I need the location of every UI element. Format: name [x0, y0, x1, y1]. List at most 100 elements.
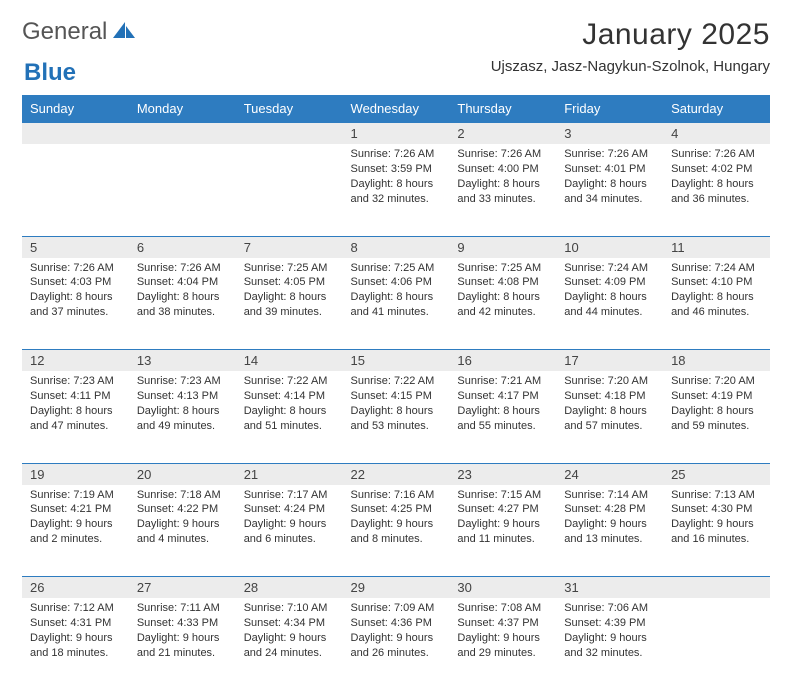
- day-number: 8: [343, 237, 450, 258]
- day-number-cell: 29: [343, 577, 450, 599]
- daylight-text-1: Daylight: 8 hours: [351, 404, 442, 419]
- daylight-text-2: and 26 minutes.: [351, 646, 442, 661]
- sunrise-text: Sunrise: 7:15 AM: [457, 488, 548, 503]
- daylight-text-1: Daylight: 9 hours: [137, 631, 228, 646]
- sunrise-text: Sunrise: 7:24 AM: [671, 261, 762, 276]
- day-number: 18: [663, 350, 770, 371]
- logo-text-general: General: [22, 18, 107, 46]
- week-daynum-row: 12131415161718: [22, 350, 770, 372]
- sunrise-text: Sunrise: 7:19 AM: [30, 488, 121, 503]
- day-details: Sunrise: 7:26 AMSunset: 3:59 PMDaylight:…: [343, 144, 450, 212]
- sunrise-text: Sunrise: 7:24 AM: [564, 261, 655, 276]
- sunset-text: Sunset: 4:14 PM: [244, 389, 335, 404]
- day-number: [22, 123, 129, 144]
- day-details: Sunrise: 7:21 AMSunset: 4:17 PMDaylight:…: [449, 371, 556, 439]
- day-details: Sunrise: 7:26 AMSunset: 4:04 PMDaylight:…: [129, 258, 236, 326]
- daylight-text-2: and 57 minutes.: [564, 419, 655, 434]
- day-number-cell: 23: [449, 463, 556, 485]
- day-details: Sunrise: 7:23 AMSunset: 4:13 PMDaylight:…: [129, 371, 236, 439]
- day-body-cell: [22, 144, 129, 236]
- sunrise-text: Sunrise: 7:20 AM: [564, 374, 655, 389]
- day-details: Sunrise: 7:20 AMSunset: 4:18 PMDaylight:…: [556, 371, 663, 439]
- day-details: [129, 144, 236, 153]
- sunset-text: Sunset: 4:25 PM: [351, 502, 442, 517]
- daylight-text-2: and 39 minutes.: [244, 305, 335, 320]
- daylight-text-1: Daylight: 8 hours: [564, 290, 655, 305]
- sunrise-text: Sunrise: 7:22 AM: [244, 374, 335, 389]
- daylight-text-2: and 13 minutes.: [564, 532, 655, 547]
- day-number-cell: 17: [556, 350, 663, 372]
- day-number: 31: [556, 577, 663, 598]
- sunrise-text: Sunrise: 7:25 AM: [244, 261, 335, 276]
- daylight-text-2: and 29 minutes.: [457, 646, 548, 661]
- day-number-cell: 25: [663, 463, 770, 485]
- day-body-cell: Sunrise: 7:26 AMSunset: 4:03 PMDaylight:…: [22, 258, 129, 350]
- day-number-cell: 4: [663, 123, 770, 145]
- daylight-text-1: Daylight: 8 hours: [30, 404, 121, 419]
- daylight-text-2: and 59 minutes.: [671, 419, 762, 434]
- sunset-text: Sunset: 4:17 PM: [457, 389, 548, 404]
- day-number-cell: 21: [236, 463, 343, 485]
- day-details: Sunrise: 7:16 AMSunset: 4:25 PMDaylight:…: [343, 485, 450, 553]
- week-body-row: Sunrise: 7:26 AMSunset: 4:03 PMDaylight:…: [22, 258, 770, 350]
- week-daynum-row: 1234: [22, 123, 770, 145]
- sunset-text: Sunset: 4:24 PM: [244, 502, 335, 517]
- day-details: [22, 144, 129, 153]
- day-number: 13: [129, 350, 236, 371]
- sunrise-text: Sunrise: 7:16 AM: [351, 488, 442, 503]
- day-number-cell: 24: [556, 463, 663, 485]
- day-body-cell: Sunrise: 7:26 AMSunset: 4:00 PMDaylight:…: [449, 144, 556, 236]
- sunrise-text: Sunrise: 7:23 AM: [30, 374, 121, 389]
- day-number-cell: [663, 577, 770, 599]
- weekday-header-row: Sunday Monday Tuesday Wednesday Thursday…: [22, 95, 770, 123]
- sunrise-text: Sunrise: 7:13 AM: [671, 488, 762, 503]
- daylight-text-2: and 8 minutes.: [351, 532, 442, 547]
- day-body-cell: Sunrise: 7:21 AMSunset: 4:17 PMDaylight:…: [449, 371, 556, 463]
- sunrise-text: Sunrise: 7:11 AM: [137, 601, 228, 616]
- day-number-cell: 2: [449, 123, 556, 145]
- day-number: 9: [449, 237, 556, 258]
- sunset-text: Sunset: 4:00 PM: [457, 162, 548, 177]
- sunset-text: Sunset: 4:31 PM: [30, 616, 121, 631]
- day-body-cell: Sunrise: 7:20 AMSunset: 4:18 PMDaylight:…: [556, 371, 663, 463]
- day-details: Sunrise: 7:11 AMSunset: 4:33 PMDaylight:…: [129, 598, 236, 666]
- daylight-text-2: and 32 minutes.: [564, 646, 655, 661]
- daylight-text-2: and 41 minutes.: [351, 305, 442, 320]
- sunset-text: Sunset: 4:39 PM: [564, 616, 655, 631]
- day-body-cell: Sunrise: 7:19 AMSunset: 4:21 PMDaylight:…: [22, 485, 129, 577]
- daylight-text-1: Daylight: 8 hours: [351, 177, 442, 192]
- daylight-text-1: Daylight: 9 hours: [564, 631, 655, 646]
- daylight-text-1: Daylight: 8 hours: [137, 290, 228, 305]
- day-number-cell: 14: [236, 350, 343, 372]
- day-number-cell: 8: [343, 236, 450, 258]
- day-body-cell: Sunrise: 7:26 AMSunset: 4:01 PMDaylight:…: [556, 144, 663, 236]
- day-number-cell: 10: [556, 236, 663, 258]
- calendar-table: Sunday Monday Tuesday Wednesday Thursday…: [22, 95, 770, 690]
- daylight-text-1: Daylight: 8 hours: [671, 177, 762, 192]
- day-body-cell: Sunrise: 7:25 AMSunset: 4:05 PMDaylight:…: [236, 258, 343, 350]
- day-details: Sunrise: 7:13 AMSunset: 4:30 PMDaylight:…: [663, 485, 770, 553]
- day-body-cell: Sunrise: 7:26 AMSunset: 3:59 PMDaylight:…: [343, 144, 450, 236]
- sunset-text: Sunset: 4:34 PM: [244, 616, 335, 631]
- daylight-text-2: and 55 minutes.: [457, 419, 548, 434]
- day-number: 22: [343, 464, 450, 485]
- daylight-text-2: and 37 minutes.: [30, 305, 121, 320]
- sunrise-text: Sunrise: 7:26 AM: [564, 147, 655, 162]
- day-number: 11: [663, 237, 770, 258]
- sunrise-text: Sunrise: 7:06 AM: [564, 601, 655, 616]
- day-number-cell: 27: [129, 577, 236, 599]
- daylight-text-2: and 34 minutes.: [564, 192, 655, 207]
- day-number: 5: [22, 237, 129, 258]
- sunset-text: Sunset: 4:15 PM: [351, 389, 442, 404]
- day-number-cell: 13: [129, 350, 236, 372]
- day-number-cell: [22, 123, 129, 145]
- day-body-cell: Sunrise: 7:15 AMSunset: 4:27 PMDaylight:…: [449, 485, 556, 577]
- sunset-text: Sunset: 4:30 PM: [671, 502, 762, 517]
- sunset-text: Sunset: 4:01 PM: [564, 162, 655, 177]
- daylight-text-1: Daylight: 8 hours: [564, 177, 655, 192]
- day-number: 16: [449, 350, 556, 371]
- day-number-cell: 7: [236, 236, 343, 258]
- sunrise-text: Sunrise: 7:20 AM: [671, 374, 762, 389]
- week-body-row: Sunrise: 7:26 AMSunset: 3:59 PMDaylight:…: [22, 144, 770, 236]
- daylight-text-2: and 4 minutes.: [137, 532, 228, 547]
